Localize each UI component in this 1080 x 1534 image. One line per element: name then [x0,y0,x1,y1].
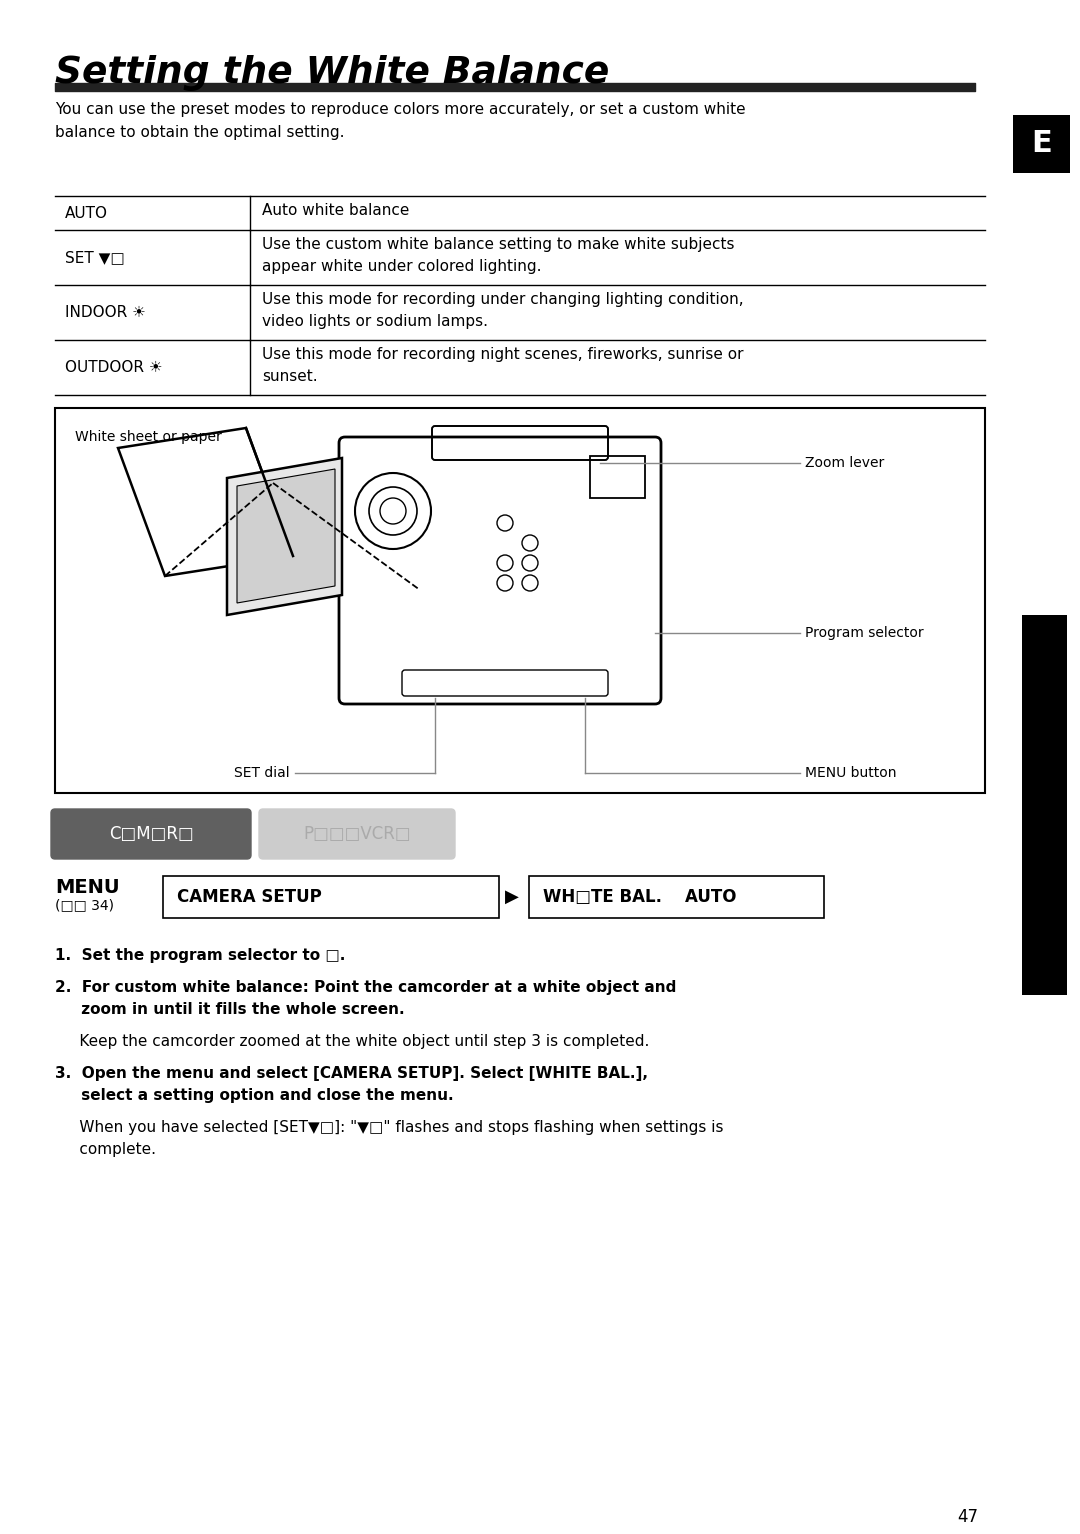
Text: Use the custom white balance setting to make white subjects
appear white under c: Use the custom white balance setting to … [262,236,734,273]
Bar [1022,615,1067,996]
Text: P□□□VCR□: P□□□VCR□ [303,825,410,844]
Text: AUTO: AUTO [65,206,108,221]
Text: 1.  Set the program selector to □.: 1. Set the program selector to □. [55,948,346,963]
FancyBboxPatch shape [339,437,661,704]
Text: 3.  Open the menu and select [CAMERA SETUP]. Select [WHITE BAL.],
     select a : 3. Open the menu and select [CAMERA SETU… [55,1066,648,1103]
Text: Keep the camcorder zoomed at the white object until step 3 is completed.: Keep the camcorder zoomed at the white o… [55,1034,649,1049]
Text: MENU button: MENU button [805,765,896,779]
Bar [163,876,499,917]
Polygon shape [237,469,335,603]
Text: MENU: MENU [55,877,120,897]
Text: SET dial: SET dial [234,765,291,779]
Text: You can use the preset modes to reproduce colors more accurately, or set a custo: You can use the preset modes to reproduc… [55,101,745,140]
Bar [529,876,824,917]
Text: (□□ 34): (□□ 34) [55,897,114,913]
Polygon shape [227,459,342,615]
Text: WH□TE BAL.    AUTO: WH□TE BAL. AUTO [543,888,737,907]
Text: 2.  For custom white balance: Point the camcorder at a white object and
     zoo: 2. For custom white balance: Point the c… [55,980,676,1017]
Text: OUTDOOR ☀: OUTDOOR ☀ [65,360,162,374]
Text: E: E [1031,129,1052,158]
Text: Program selector: Program selector [805,626,923,640]
FancyBboxPatch shape [259,808,455,859]
Text: INDOOR ☀: INDOOR ☀ [65,305,146,321]
Text: CAMERA SETUP: CAMERA SETUP [177,888,322,907]
Text: Auto white balance: Auto white balance [262,202,409,218]
Text: C□M□R□: C□M□R□ [109,825,193,844]
Text: Zoom lever: Zoom lever [805,456,885,469]
Text: 47: 47 [957,1508,978,1526]
FancyBboxPatch shape [51,808,251,859]
Text: Setting the White Balance: Setting the White Balance [55,55,609,91]
Text: Advanced Functions: Advanced Functions [1038,675,1051,815]
Text: SET ▼□: SET ▼□ [65,250,125,265]
Bar [1013,115,1070,173]
Bar [55,408,985,793]
Text: Recording: Recording [1038,844,1051,907]
Text: ▶: ▶ [505,888,518,907]
Text: When you have selected [SET▼□]: "▼□" flashes and stops flashing when settings is: When you have selected [SET▼□]: "▼□" fla… [55,1120,724,1157]
Text: Use this mode for recording night scenes, fireworks, sunrise or
sunset.: Use this mode for recording night scenes… [262,347,743,384]
Text: White sheet or paper: White sheet or paper [75,430,221,443]
Text: Use this mode for recording under changing lighting condition,
video lights or s: Use this mode for recording under changi… [262,291,744,328]
Bar [590,456,645,499]
